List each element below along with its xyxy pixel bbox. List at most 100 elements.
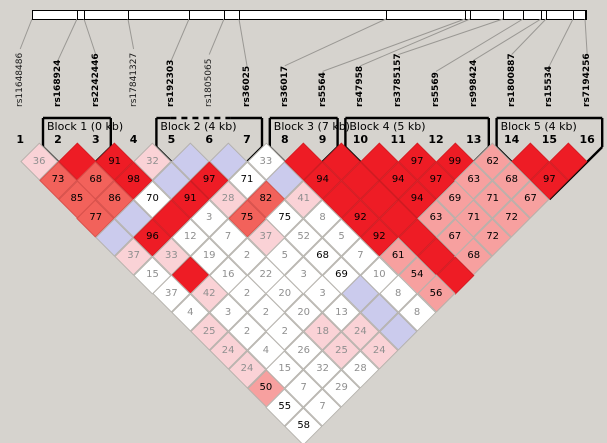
snp-number-15: 15 [541, 133, 558, 146]
ld-value-13-16: 67 [524, 193, 537, 205]
snp-position-tick [224, 10, 225, 20]
snp-connector-line [57, 18, 78, 61]
ld-value-1-5: 77 [89, 212, 103, 224]
snp-number-2: 2 [54, 133, 62, 146]
ld-value-5-16: 24 [372, 344, 386, 356]
snp-connector-line [584, 18, 588, 55]
ld-value-8-16: 56 [429, 287, 443, 299]
snp-connector-line [19, 18, 33, 50]
ld-value-3-5: 98 [127, 174, 140, 186]
ld-value-12-16: 72 [505, 212, 518, 224]
ld-value-5-7: 97 [202, 174, 216, 186]
ld-value-3-11: 2 [243, 287, 251, 299]
ld-value-4-15: 25 [335, 344, 348, 356]
ld-value-1-11: 25 [202, 325, 216, 337]
ld-value-4-11: 22 [259, 268, 273, 280]
snp-label-rs5564: rs5564 [317, 72, 328, 107]
snp-position-tick [239, 10, 240, 20]
snp-connector-line [284, 18, 387, 67]
ld-value-5-10: 37 [259, 231, 273, 243]
ld-value-1-15: 55 [278, 401, 292, 413]
snp-number-12: 12 [428, 133, 444, 146]
ld-value-6-13: 69 [335, 268, 348, 280]
snp-number-4: 4 [129, 133, 138, 146]
block-label-5: Block 5 (4 kb) [500, 120, 577, 133]
ld-value-4-16: 28 [354, 363, 367, 375]
ld-value-4-14: 18 [316, 325, 329, 337]
ld-value-2-12: 2 [243, 325, 251, 337]
ld-value-3-6: 70 [146, 193, 159, 205]
snp-number-11: 11 [390, 133, 406, 146]
ld-value-11-12: 97 [410, 155, 424, 167]
ld-value-3-15: 32 [316, 363, 329, 375]
ld-value-3-14: 26 [297, 344, 311, 356]
snp-number-5: 5 [167, 133, 176, 146]
ld-value-2-4: 68 [89, 174, 103, 186]
ld-value-4-12: 20 [278, 287, 292, 299]
snp-label-rs192303: rs192303 [166, 59, 177, 107]
ld-value-2-10: 42 [202, 287, 216, 299]
ld-value-1-12: 24 [221, 344, 235, 356]
snp-label-rs2242446: rs2242446 [90, 53, 101, 107]
ld-value-13-14: 62 [486, 155, 500, 167]
snp-number-6: 6 [205, 133, 214, 146]
snp-number-16: 16 [579, 133, 595, 146]
snp-label-rs998424: rs998424 [468, 59, 479, 107]
ld-value-1-9: 37 [165, 287, 178, 299]
snp-number-13: 13 [466, 133, 482, 146]
snp-label-rs5569: rs5569 [431, 72, 441, 107]
snp-label-rs11648486: rs11648486 [15, 52, 26, 107]
ld-value-4-8: 3 [206, 212, 213, 224]
ld-value-14-16: 97 [543, 174, 556, 186]
snp-position-tick [84, 10, 85, 20]
ld-value-5-12: 3 [300, 268, 307, 280]
ld-value-7-13: 7 [357, 250, 364, 261]
snp-position-tick [32, 10, 33, 20]
snp-label-rs17841327: rs17841327 [128, 52, 139, 107]
ld-value-2-13: 4 [262, 344, 270, 356]
snp-position-tick [541, 10, 542, 20]
snp-label-rs168924: rs168924 [53, 59, 63, 107]
ld-value-3-16: 29 [335, 382, 348, 394]
snp-position-tick [465, 10, 466, 20]
ld-value-7-10: 41 [297, 193, 311, 205]
ld-value-4-7: 91 [183, 193, 197, 205]
snp-connector-line [170, 18, 190, 61]
ld-value-4-10: 2 [243, 250, 251, 261]
snp-number-3: 3 [91, 133, 100, 146]
snp-position-tick [386, 10, 387, 20]
ld-value-10-15: 67 [448, 231, 462, 243]
ld-value-5-9: 75 [240, 212, 254, 224]
ld-value-11-14: 69 [448, 193, 462, 205]
ld-value-1-8: 15 [146, 268, 159, 280]
block-label-1: Block 1 (0 kb) [47, 120, 124, 133]
snp-connector-line [511, 18, 547, 55]
snp-number-7: 7 [243, 133, 251, 146]
ld-value-6-11: 52 [297, 231, 311, 243]
ld-value-13-15: 68 [505, 174, 518, 186]
block-label-4: Block 4 (5 kb) [349, 120, 426, 133]
snp-label-rs3785157: rs3785157 [393, 53, 404, 107]
ld-value-6-10: 75 [278, 212, 292, 224]
snp-position-tick [189, 10, 190, 20]
snp-label-rs47958: rs47958 [355, 65, 366, 107]
ld-value-8-14: 61 [391, 250, 405, 261]
block-label-3: Block 3 (7 kb) [273, 120, 350, 133]
ld-value-7-12: 5 [338, 231, 345, 243]
snp-number-10: 10 [352, 133, 369, 146]
snp-number-8: 8 [280, 133, 289, 146]
ld-value-1-7: 37 [127, 250, 140, 261]
ld-value-6-12: 68 [316, 250, 329, 261]
ld-value-5-11: 5 [281, 250, 288, 261]
snp-connector-line [548, 18, 574, 67]
ld-value-10-13: 94 [410, 193, 424, 205]
snp-connector-line [238, 18, 248, 66]
ld-value-4-9: 7 [224, 231, 232, 243]
block-label-2: Block 2 (4 kb) [160, 120, 237, 133]
ld-value-2-7: 96 [146, 231, 159, 243]
ld-value-4-5: 32 [146, 155, 159, 167]
snp-label-rs36025: rs36025 [242, 65, 252, 107]
ld-value-1-16: 58 [297, 420, 311, 432]
snp-position-tick [585, 10, 586, 20]
ld-value-2-8: 33 [165, 250, 178, 261]
